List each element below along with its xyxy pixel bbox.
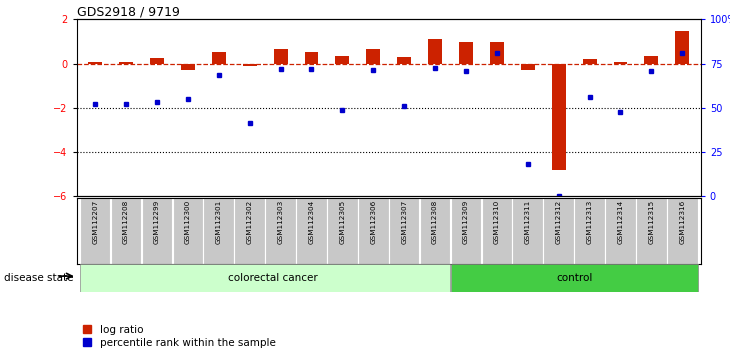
Legend: log ratio, percentile rank within the sample: log ratio, percentile rank within the sa… bbox=[79, 320, 280, 352]
Text: GSM112303: GSM112303 bbox=[277, 200, 283, 245]
Text: GSM112308: GSM112308 bbox=[432, 200, 438, 245]
Text: GSM112312: GSM112312 bbox=[556, 200, 561, 245]
Bar bbox=[543, 198, 574, 264]
Bar bbox=[389, 198, 420, 264]
Bar bbox=[243, 64, 257, 66]
Bar bbox=[204, 198, 234, 264]
Bar bbox=[358, 198, 388, 264]
Bar bbox=[111, 198, 142, 264]
Bar bbox=[274, 49, 288, 64]
Bar bbox=[552, 64, 566, 170]
Bar bbox=[366, 49, 380, 64]
Text: GSM112310: GSM112310 bbox=[494, 200, 500, 245]
Text: control: control bbox=[556, 273, 592, 283]
Bar bbox=[212, 52, 226, 64]
Bar bbox=[428, 39, 442, 64]
Text: GSM112302: GSM112302 bbox=[247, 200, 253, 245]
Bar bbox=[265, 198, 296, 264]
Text: GSM112314: GSM112314 bbox=[618, 200, 623, 245]
Text: GSM112311: GSM112311 bbox=[525, 200, 531, 245]
Bar bbox=[80, 198, 110, 264]
Text: GSM112313: GSM112313 bbox=[587, 200, 593, 245]
Bar bbox=[459, 41, 473, 64]
Text: disease state: disease state bbox=[4, 273, 73, 283]
Bar bbox=[80, 264, 450, 292]
Text: GSM112305: GSM112305 bbox=[339, 200, 345, 245]
Bar bbox=[490, 41, 504, 64]
Text: GSM112316: GSM112316 bbox=[679, 200, 685, 245]
Bar bbox=[675, 30, 689, 64]
Bar bbox=[150, 58, 164, 64]
Bar bbox=[420, 198, 450, 264]
Bar bbox=[613, 62, 627, 64]
Text: GSM112299: GSM112299 bbox=[154, 200, 160, 245]
Bar bbox=[172, 198, 203, 264]
Bar bbox=[397, 57, 411, 64]
Bar bbox=[575, 198, 605, 264]
Bar bbox=[482, 198, 512, 264]
Bar bbox=[304, 52, 318, 64]
Bar bbox=[520, 64, 534, 70]
Bar bbox=[450, 198, 481, 264]
Text: GDS2918 / 9719: GDS2918 / 9719 bbox=[77, 5, 180, 18]
Bar bbox=[583, 59, 596, 64]
Bar bbox=[645, 56, 658, 64]
Text: GSM112315: GSM112315 bbox=[648, 200, 654, 245]
Bar bbox=[296, 198, 327, 264]
Text: colorectal cancer: colorectal cancer bbox=[228, 273, 318, 283]
Text: GSM112207: GSM112207 bbox=[92, 200, 99, 245]
Text: GSM112304: GSM112304 bbox=[309, 200, 315, 245]
Bar bbox=[181, 64, 195, 70]
Text: GSM112301: GSM112301 bbox=[216, 200, 222, 245]
Bar bbox=[234, 198, 265, 264]
Text: GSM112309: GSM112309 bbox=[463, 200, 469, 245]
Text: GSM112208: GSM112208 bbox=[123, 200, 129, 245]
Bar bbox=[142, 198, 172, 264]
Bar bbox=[667, 198, 698, 264]
Bar bbox=[636, 198, 666, 264]
Bar bbox=[605, 198, 636, 264]
Text: GSM112306: GSM112306 bbox=[370, 200, 376, 245]
Bar bbox=[327, 198, 358, 264]
Bar bbox=[450, 264, 698, 292]
Bar bbox=[335, 56, 350, 64]
Bar bbox=[88, 62, 102, 64]
Bar bbox=[512, 198, 543, 264]
Bar bbox=[119, 62, 133, 64]
Text: GSM112300: GSM112300 bbox=[185, 200, 191, 245]
Text: GSM112307: GSM112307 bbox=[402, 200, 407, 245]
